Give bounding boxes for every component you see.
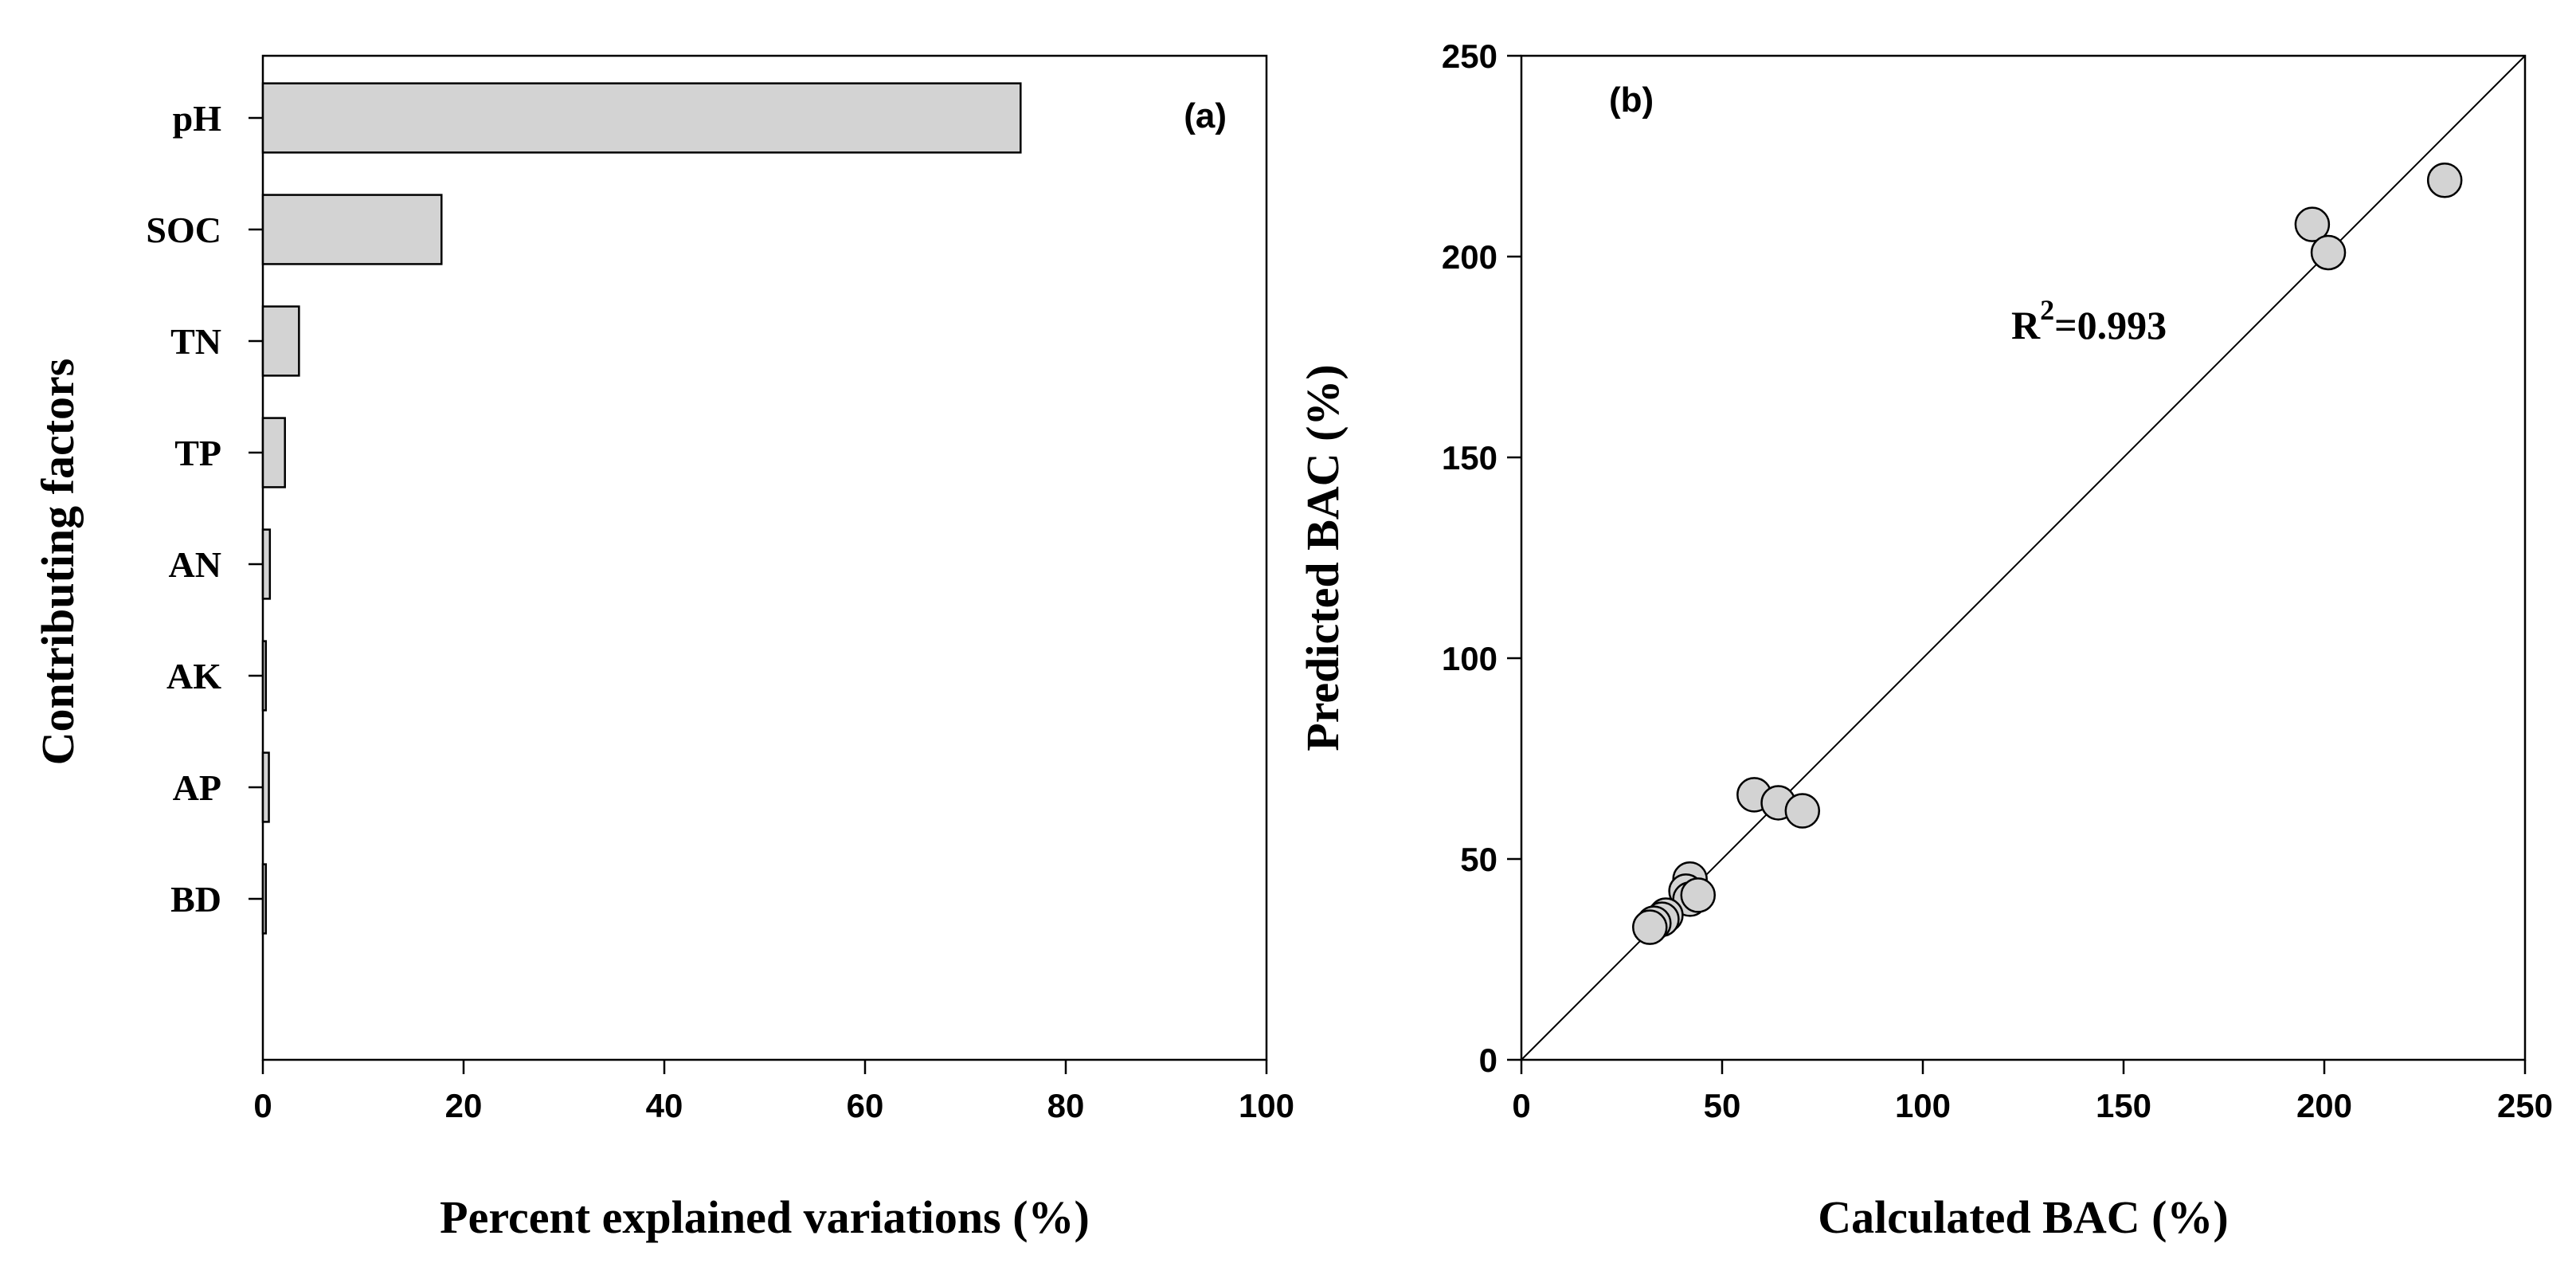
x-tick-label: 60 <box>847 1087 884 1124</box>
category-label-an: AN <box>169 544 221 585</box>
panel-a-x-axis-title: Percent explained variations (%) <box>440 1191 1090 1243</box>
bar-soc <box>261 194 443 265</box>
category-label-tn: TN <box>170 321 221 362</box>
x-tick-label: 0 <box>1512 1087 1530 1124</box>
category-label-ak: AK <box>166 656 221 696</box>
category-label-bd: BD <box>170 879 221 920</box>
x-tick-label: 0 <box>253 1087 272 1124</box>
category-label-ph: pH <box>173 98 222 139</box>
panel-a-label: (a) <box>1184 96 1227 135</box>
bar-an <box>261 528 272 600</box>
y-tick-label: 250 <box>1442 37 1497 75</box>
data-point <box>2310 234 2347 271</box>
r-squared-annotation: R2=0.993 <box>2011 294 2167 347</box>
panel-b-x-axis-title: Calculated BAC (%) <box>1818 1191 2229 1243</box>
data-point <box>1784 793 1821 829</box>
x-tick-label: 20 <box>445 1087 483 1124</box>
x-tick-label: 40 <box>646 1087 683 1124</box>
data-point <box>2426 162 2463 198</box>
panel-a-y-axis-title: Contributing factors <box>32 359 84 766</box>
panel-b-y-axis-title: Predicted BAC (%) <box>1297 364 1349 751</box>
y-tick-label: 100 <box>1442 640 1497 677</box>
r-squared-value: =0.993 <box>2054 303 2167 347</box>
data-point <box>1680 877 1717 913</box>
bar-ak <box>261 640 268 712</box>
bar-tp <box>261 417 286 488</box>
y-tick-label: 0 <box>1479 1041 1497 1079</box>
x-tick-label: 80 <box>1047 1087 1085 1124</box>
data-point <box>1632 909 1668 945</box>
panel-a-bar-chart: pH SOC TN TP AN AK AP BD 0 20 40 60 80 100 (a) Perce… <box>32 54 1294 1243</box>
y-tick-label: 50 <box>1460 841 1497 878</box>
panel-b-label: (b) <box>1609 80 1654 120</box>
x-tick-label: 100 <box>1239 1087 1294 1124</box>
x-tick-label: 100 <box>1895 1087 1951 1124</box>
panel-b-scatter-chart: 0 50 100 150 200 250 0 50 100 150 200 250 (b) R2=0… <box>1297 37 2553 1243</box>
panel-b-plot-frame <box>1520 54 2527 1061</box>
category-label-tp: TP <box>174 433 221 473</box>
bar-tn <box>261 305 300 377</box>
x-tick-label: 50 <box>1704 1087 1741 1124</box>
x-tick-label: 200 <box>2296 1087 2352 1124</box>
category-label-ap: AP <box>173 767 221 808</box>
category-label-soc: SOC <box>146 210 221 250</box>
x-tick-label: 250 <box>2497 1087 2553 1124</box>
r-squared-superscript: 2 <box>2040 294 2054 326</box>
y-tick-label: 150 <box>1442 439 1497 477</box>
bar-bd <box>261 863 268 935</box>
x-tick-label: 150 <box>2096 1087 2151 1124</box>
r-squared-base: R <box>2011 303 2041 347</box>
bar-ap <box>261 751 270 823</box>
y-tick-label: 200 <box>1442 238 1497 276</box>
bar-ph <box>261 82 1022 154</box>
data-point <box>2294 206 2331 242</box>
